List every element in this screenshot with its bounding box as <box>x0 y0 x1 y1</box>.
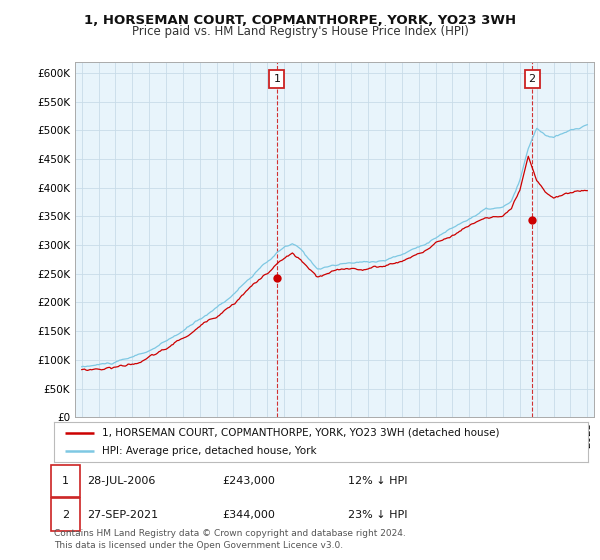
Text: 1, HORSEMAN COURT, COPMANTHORPE, YORK, YO23 3WH (detached house): 1, HORSEMAN COURT, COPMANTHORPE, YORK, Y… <box>102 428 500 437</box>
Text: HPI: Average price, detached house, York: HPI: Average price, detached house, York <box>102 446 317 456</box>
Text: 1: 1 <box>274 74 280 84</box>
Text: Price paid vs. HM Land Registry's House Price Index (HPI): Price paid vs. HM Land Registry's House … <box>131 25 469 38</box>
Text: 23% ↓ HPI: 23% ↓ HPI <box>348 510 407 520</box>
Text: 1, HORSEMAN COURT, COPMANTHORPE, YORK, YO23 3WH: 1, HORSEMAN COURT, COPMANTHORPE, YORK, Y… <box>84 14 516 27</box>
Text: 28-JUL-2006: 28-JUL-2006 <box>87 476 155 486</box>
Text: 12% ↓ HPI: 12% ↓ HPI <box>348 476 407 486</box>
Text: £243,000: £243,000 <box>222 476 275 486</box>
Text: 27-SEP-2021: 27-SEP-2021 <box>87 510 158 520</box>
Text: 2: 2 <box>529 74 536 84</box>
Text: 1: 1 <box>62 476 69 486</box>
Text: Contains HM Land Registry data © Crown copyright and database right 2024.
This d: Contains HM Land Registry data © Crown c… <box>54 529 406 550</box>
Text: 2: 2 <box>62 510 69 520</box>
Text: £344,000: £344,000 <box>222 510 275 520</box>
